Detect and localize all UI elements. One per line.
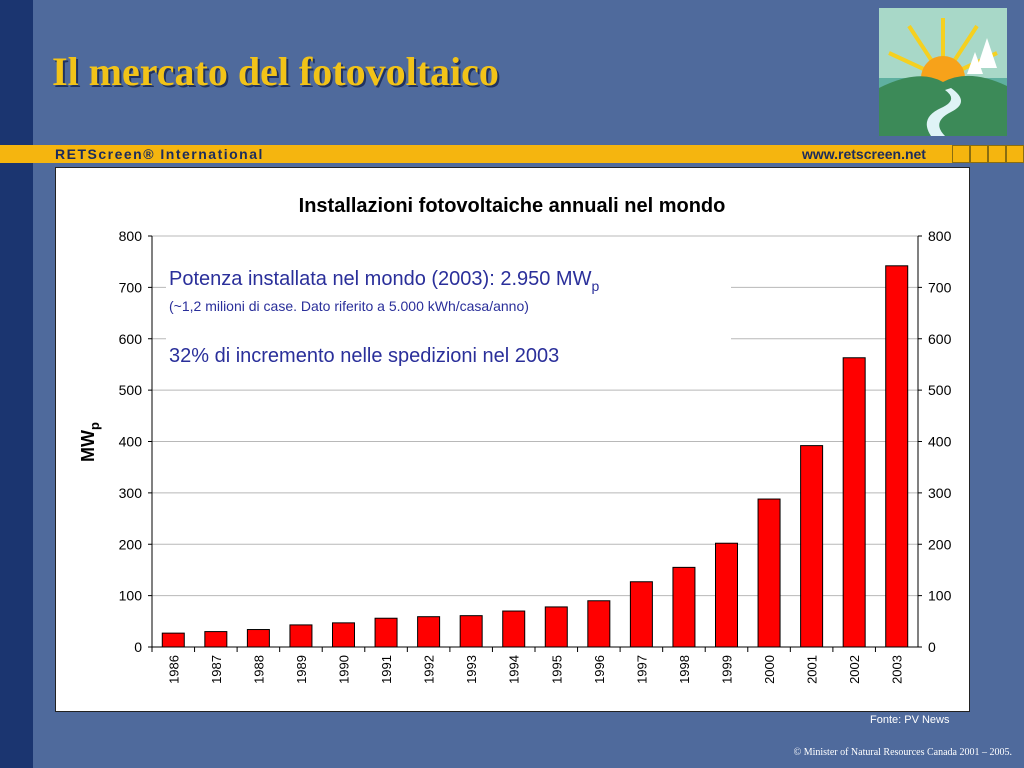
x-tick-label: 2001 bbox=[805, 655, 820, 684]
y-tick-label-right: 800 bbox=[928, 228, 952, 244]
y-tick-label: 200 bbox=[119, 536, 143, 552]
annotation-box: Potenza installata nel mondo (2003): 2.9… bbox=[166, 265, 731, 370]
x-tick-label: 2003 bbox=[890, 655, 905, 684]
annotation-installed-power-text: Potenza installata nel mondo (2003): 2.9… bbox=[169, 268, 592, 290]
left-band bbox=[0, 0, 33, 768]
x-tick-label: 1990 bbox=[337, 655, 352, 684]
y-axis-label: MWp bbox=[78, 422, 102, 462]
x-tick-label: 1994 bbox=[507, 655, 522, 684]
chart-panel: Installazioni fotovoltaiche annuali nel … bbox=[55, 167, 970, 712]
x-tick-label: 1989 bbox=[294, 655, 309, 684]
annotation-installed-power: Potenza installata nel mondo (2003): 2.9… bbox=[169, 268, 600, 294]
y-axis-label-text: MW bbox=[78, 430, 98, 462]
x-tick-label: 1998 bbox=[677, 655, 692, 684]
bar-1988 bbox=[246, 629, 270, 648]
annotation-unit-subscript: p bbox=[591, 278, 600, 294]
y-tick-label-right: 600 bbox=[928, 331, 952, 347]
x-tick-label: 1997 bbox=[634, 655, 649, 684]
bar-1990 bbox=[332, 622, 355, 648]
x-tick-label: 2000 bbox=[762, 655, 777, 684]
bar-2002 bbox=[842, 357, 866, 648]
banner-box bbox=[970, 145, 988, 163]
bar-1998 bbox=[672, 566, 696, 648]
x-tick-label: 1999 bbox=[720, 655, 735, 684]
y-tick-label-right: 500 bbox=[928, 382, 952, 398]
x-tick-label: 1993 bbox=[464, 655, 479, 684]
y-axis-label-subscript: p bbox=[87, 422, 102, 430]
x-tick-label: 1987 bbox=[209, 655, 224, 684]
y-tick-label: 500 bbox=[119, 382, 143, 398]
y-tick-label: 100 bbox=[119, 588, 143, 604]
bar-1987 bbox=[204, 631, 228, 648]
x-tick-label: 2002 bbox=[847, 655, 862, 684]
slide-title: Il mercato del fotovoltaico bbox=[52, 49, 499, 94]
retscreen-banner: RETScreen® International www.retscreen.n… bbox=[0, 145, 1024, 163]
bar-chart: Installazioni fotovoltaiche annuali nel … bbox=[78, 195, 952, 684]
banner-brand: RETScreen® International bbox=[55, 146, 264, 162]
y-tick-label: 0 bbox=[134, 639, 142, 655]
annotation-shipment-increase: 32% di incremento nelle spedizioni nel 2… bbox=[169, 345, 560, 367]
annotation-homes-note: (~1,2 milioni di case. Dato riferito a 5… bbox=[169, 298, 529, 314]
y-tick-label: 600 bbox=[119, 331, 143, 347]
bar-1992 bbox=[417, 616, 441, 648]
banner-box bbox=[952, 145, 970, 163]
x-tick-label: 1988 bbox=[251, 655, 266, 684]
y-tick-label-right: 100 bbox=[928, 588, 952, 604]
y-tick-label-right: 200 bbox=[928, 536, 952, 552]
y-tick-label: 800 bbox=[119, 228, 143, 244]
x-tick-label: 1996 bbox=[592, 655, 607, 684]
bar-1986 bbox=[161, 632, 185, 648]
bar-1991 bbox=[374, 617, 398, 648]
bar-2001 bbox=[800, 445, 824, 648]
banner-box bbox=[1006, 145, 1024, 163]
x-tick-label: 1995 bbox=[549, 655, 564, 684]
y-tick-label: 400 bbox=[119, 434, 143, 450]
x-tick-label: 1991 bbox=[379, 655, 394, 684]
y-tick-label-right: 700 bbox=[928, 279, 952, 295]
retscreen-logo bbox=[879, 8, 1007, 136]
y-tick-label-right: 400 bbox=[928, 434, 952, 450]
y-tick-label-right: 0 bbox=[928, 639, 936, 655]
bar-1989 bbox=[289, 624, 313, 648]
y-tick-label-right: 300 bbox=[928, 485, 952, 501]
bar-1994 bbox=[502, 610, 526, 648]
y-tick-label: 300 bbox=[119, 485, 143, 501]
chart-source: Fonte: PV News bbox=[870, 714, 950, 726]
bar-1996 bbox=[587, 600, 611, 648]
bar-1995 bbox=[544, 606, 568, 648]
banner-box bbox=[988, 145, 1006, 163]
x-tick-label: 1986 bbox=[166, 655, 181, 684]
y-tick-label: 700 bbox=[119, 279, 143, 295]
chart-title: Installazioni fotovoltaiche annuali nel … bbox=[299, 195, 726, 217]
banner-url[interactable]: www.retscreen.net bbox=[802, 146, 926, 162]
bar-1999 bbox=[715, 542, 738, 648]
x-tick-label: 1992 bbox=[422, 655, 437, 684]
bar-2000 bbox=[757, 498, 781, 648]
copyright-notice: © Minister of Natural Resources Canada 2… bbox=[793, 747, 1012, 758]
bar-1997 bbox=[629, 581, 653, 648]
bar-1993 bbox=[459, 615, 483, 648]
bar-2003 bbox=[885, 265, 909, 648]
